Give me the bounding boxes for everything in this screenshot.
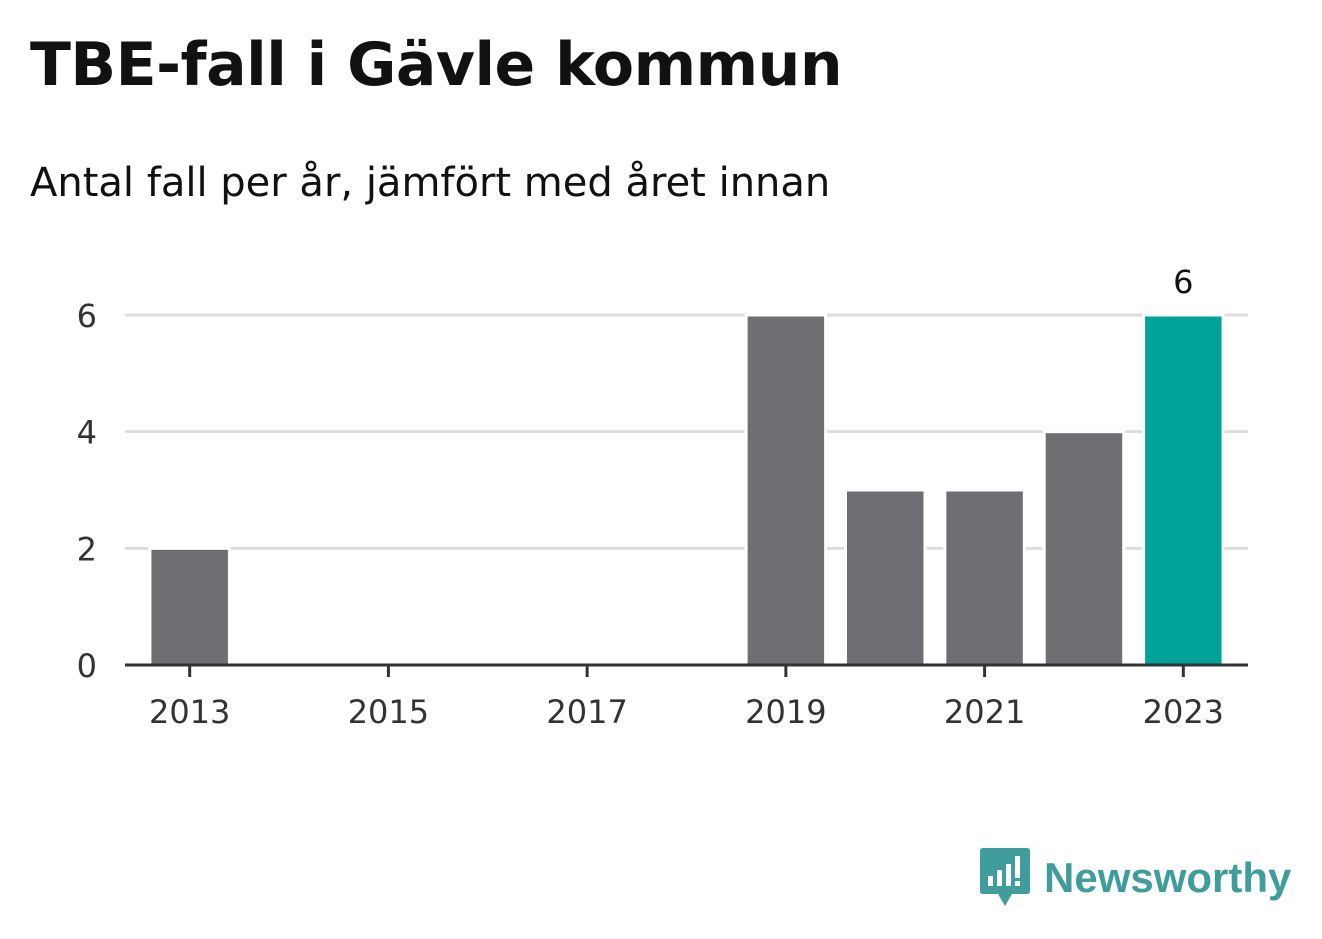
y-tick-label: 6 <box>77 297 97 335</box>
brand-name: Newsworthy <box>1044 854 1292 901</box>
newsworthy-logo-icon <box>980 848 1030 906</box>
bar <box>843 488 927 667</box>
bar <box>1042 430 1126 667</box>
chart-title: TBE-fall i Gävle kommun <box>30 30 843 100</box>
chart-subtitle: Antal fall per år, jämfört med året inna… <box>30 160 831 206</box>
y-tick-label: 0 <box>77 647 97 685</box>
bar <box>943 488 1026 667</box>
bar <box>148 546 231 667</box>
x-tick-label: 2023 <box>1143 693 1224 731</box>
data-label: 6 <box>1173 263 1193 301</box>
x-tick-label: 2019 <box>745 693 826 731</box>
y-tick-label: 2 <box>77 530 97 568</box>
x-tick-label: 2017 <box>546 693 627 731</box>
y-tick-label: 4 <box>77 414 97 452</box>
x-tick-label: 2013 <box>149 693 230 731</box>
newsworthy-brand: Newsworthy <box>980 848 1291 908</box>
x-tick-label: 2021 <box>944 693 1025 731</box>
bar <box>744 313 828 667</box>
bar <box>1142 313 1225 667</box>
x-tick-label: 2015 <box>348 693 429 731</box>
